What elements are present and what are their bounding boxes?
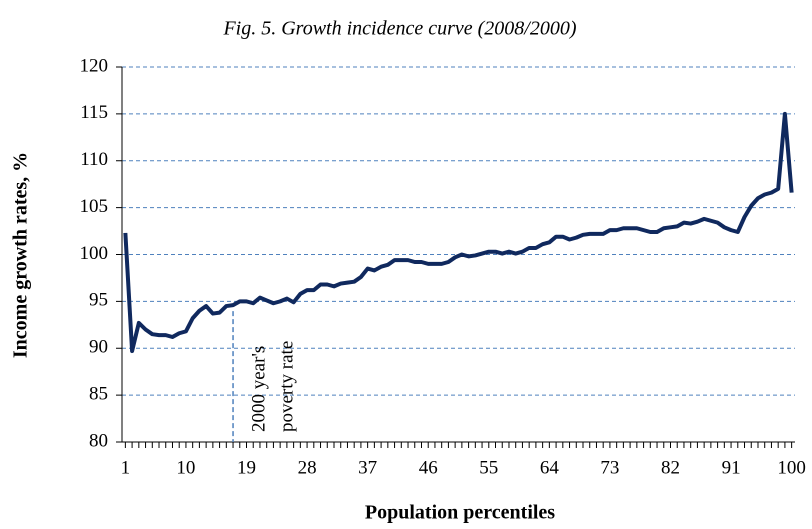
x-axis-label: Population percentiles xyxy=(365,502,555,524)
chart-title: Fig. 5. Growth incidence curve (2008/200… xyxy=(222,18,576,40)
x-tick-label: 82 xyxy=(661,457,680,478)
y-tick-label: 115 xyxy=(80,102,108,123)
y-axis-label: Income growth rates, % xyxy=(10,152,32,358)
x-tick-label: 28 xyxy=(298,457,317,478)
x-tick-label: 91 xyxy=(722,457,741,478)
y-tick-label: 120 xyxy=(80,55,109,76)
annotation-text: 2000 year's xyxy=(248,346,269,432)
x-tick-label: 73 xyxy=(600,457,619,478)
x-tick-label: 10 xyxy=(176,457,195,478)
y-tick-label: 110 xyxy=(80,149,108,170)
x-tick-label: 100 xyxy=(777,457,806,478)
x-tick-label: 19 xyxy=(237,457,256,478)
x-tick-label: 37 xyxy=(358,457,377,478)
y-tick-label: 90 xyxy=(89,337,108,358)
data-line xyxy=(123,111,794,354)
annotation-text: poverty rate xyxy=(276,341,297,432)
x-tick-label: 46 xyxy=(419,457,438,478)
y-tick-label: 100 xyxy=(80,243,109,264)
y-tick-label: 85 xyxy=(89,383,108,404)
y-tick-label: 95 xyxy=(89,290,108,311)
x-tick-label: 55 xyxy=(479,457,498,478)
x-tick-label: 1 xyxy=(121,457,131,478)
x-tick-label: 64 xyxy=(540,457,560,478)
y-tick-label: 80 xyxy=(89,430,108,451)
y-tick-label: 105 xyxy=(80,196,109,217)
